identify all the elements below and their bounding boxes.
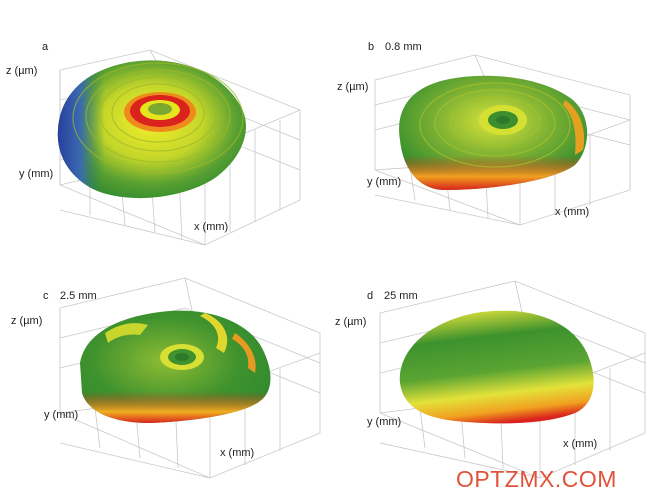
panel-d-surface	[399, 310, 594, 424]
panel-d-x-axis-label: x (mm)	[563, 438, 598, 450]
panel-d-scale-label: 25 mm	[384, 290, 418, 302]
panel-d-letter: d	[367, 290, 374, 302]
panel-b-y-axis-label: y (mm)	[367, 176, 402, 188]
panel-b-scale-label: 0.8 mm	[385, 41, 422, 53]
panel-c: c 2.5 mm z (µm) y (mm) x (mm)	[0, 253, 325, 503]
panel-a-x-axis-label: x (mm)	[194, 221, 229, 233]
panel-b-surface	[399, 75, 588, 190]
panel-b-surface-plot	[374, 54, 631, 226]
panel-b: b 0.8 mm z (µm) y (mm) x (mm)	[325, 0, 650, 250]
panel-d-surface-plot	[379, 280, 646, 479]
panel-a-z-axis-label: z (µm)	[6, 65, 38, 77]
panel-b-letter: b	[368, 41, 375, 53]
panel-c-scale-label: 2.5 mm	[60, 290, 97, 302]
panel-c-surface-plot	[59, 277, 321, 479]
panel-c-surface	[80, 310, 271, 423]
panel-a-letter: a	[42, 41, 49, 53]
panel-a: a z (µm) y (mm) x (mm)	[0, 0, 325, 250]
panel-b-x-axis-label: x (mm)	[555, 206, 590, 218]
panel-a-surface	[57, 60, 246, 199]
watermark: OPTZMX.COM	[456, 466, 617, 492]
panel-c-letter: c	[43, 290, 49, 302]
panel-c-x-axis-label: x (mm)	[220, 447, 255, 459]
panel-b-z-axis-label: z (µm)	[337, 81, 369, 93]
panel-c-y-axis-label: y (mm)	[44, 409, 79, 421]
panel-c-z-axis-label: z (µm)	[11, 315, 43, 327]
panel-d-z-axis-label: z (µm)	[335, 316, 367, 328]
panel-a-y-axis-label: y (mm)	[19, 168, 54, 180]
panel-a-surface-plot	[57, 49, 301, 246]
panel-d: d 25 mm z (µm) y (mm) x (mm)	[325, 253, 650, 503]
panel-d-y-axis-label: y (mm)	[367, 416, 402, 428]
